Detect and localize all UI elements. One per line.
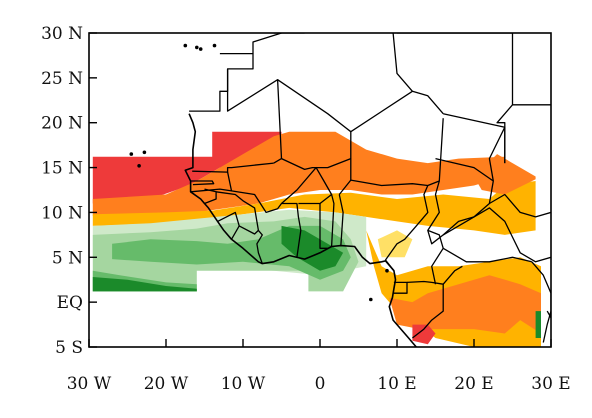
country-border (435, 157, 494, 182)
island-marker (137, 164, 141, 168)
country-border (238, 225, 259, 235)
lon-tick-label: 10 E (377, 374, 416, 394)
country-border (190, 180, 215, 186)
lon-tick-label: 30 E (531, 374, 570, 394)
shaded-region-strong-negative (92, 277, 197, 292)
island-marker (129, 152, 134, 156)
island-marker (183, 43, 188, 48)
shaded-region-weak-positive (92, 181, 536, 235)
lon-tick-label: 30 W (67, 374, 112, 394)
country-borders (129, 33, 551, 347)
lat-tick-label: 15 N (41, 159, 83, 179)
country-border (204, 188, 217, 205)
country-border (427, 126, 506, 245)
island-marker (369, 297, 373, 302)
country-border (338, 179, 352, 195)
country-border (277, 79, 444, 133)
shaded-region-positive (389, 275, 541, 334)
country-border (489, 193, 551, 218)
island-marker (142, 150, 147, 155)
country-border (546, 310, 551, 320)
country-border (330, 194, 335, 247)
lat-tick-label: 20 N (41, 114, 83, 134)
country-border (531, 261, 551, 312)
island-marker (195, 45, 199, 50)
country-border (252, 33, 282, 54)
country-border (416, 346, 418, 347)
country-border (281, 131, 352, 171)
lon-tick-label: 0 (315, 374, 326, 394)
lon-tick-label: 20 E (454, 374, 493, 394)
island-marker (385, 268, 389, 273)
shaded-region-strong-negative (281, 225, 344, 271)
country-border (392, 33, 413, 92)
shaded-region-strong-positive (92, 131, 282, 204)
lon-tick-label: 20 W (144, 374, 189, 394)
country-border (442, 207, 551, 263)
lat-tick-label: 5 N (52, 248, 83, 268)
shaded-region-strong-negative (535, 311, 541, 338)
country-border (442, 265, 463, 285)
lat-tick-label: 5 S (55, 338, 83, 358)
lat-tick-label: 25 N (41, 69, 83, 89)
shaded-region-positive (474, 154, 536, 195)
lat-tick-label: 30 N (41, 24, 83, 44)
country-border (338, 194, 344, 247)
country-border (190, 171, 233, 193)
country-border (393, 281, 408, 294)
country-border (319, 203, 328, 249)
shaded-region-slight-positive (377, 230, 413, 258)
island-marker (212, 43, 217, 48)
country-border (442, 247, 532, 263)
island-marker (198, 47, 203, 51)
lat-tick-label: 10 N (41, 203, 83, 223)
longitude-axis: 30 W 20 W 10 W 0 10 E 20 E 30 E (67, 339, 571, 394)
country-border (406, 280, 444, 339)
country-border (384, 185, 429, 272)
lon-tick-label: 10 W (221, 374, 266, 394)
country-border (192, 162, 274, 173)
shaded-region-strong-positive (412, 324, 436, 345)
country-border (217, 211, 240, 240)
latitude-axis: 30 N 25 N 20 N 15 N 10 N 5 N EQ 5 S (41, 24, 97, 358)
lat-tick-label: EQ (57, 293, 83, 313)
